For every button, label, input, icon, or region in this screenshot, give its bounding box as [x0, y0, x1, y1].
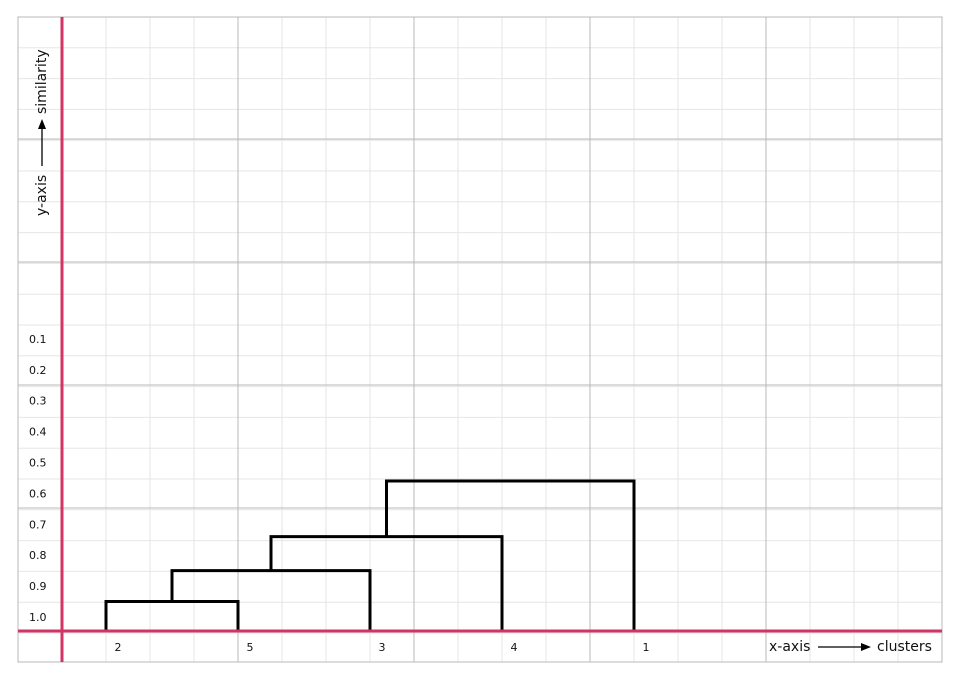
- y-axis-title-group: y-axis similarity: [34, 49, 50, 216]
- x-tick-label: 4: [511, 641, 518, 654]
- major-grid: [18, 17, 942, 662]
- x-axis-title: x-axis: [769, 639, 810, 655]
- dendrogram-links: [104, 479, 636, 631]
- x-axis-title-group: x-axis clusters: [769, 639, 932, 655]
- dendrogram-link: [385, 479, 636, 631]
- y-tick-label: 0.4: [29, 426, 47, 439]
- x-tick-labels: 2 5 3 4 1: [115, 641, 650, 654]
- x-tick-label: 1: [643, 641, 650, 654]
- x-tick-label: 2: [115, 641, 122, 654]
- x-axis-target-label: clusters: [877, 639, 932, 655]
- y-axis-target-label: similarity: [34, 49, 50, 114]
- x-tick-label: 5: [247, 641, 254, 654]
- y-tick-label: 0.3: [29, 395, 47, 408]
- y-tick-label: 0.9: [29, 580, 47, 593]
- y-tick-labels: 0.1 0.2 0.3 0.4 0.5 0.6 0.7 0.8 0.9 1.0: [29, 333, 47, 624]
- plot-frame: [17, 16, 943, 663]
- y-tick-label: 1.0: [29, 611, 47, 624]
- y-tick-label: 0.2: [29, 364, 47, 377]
- dendrogram-link: [104, 600, 240, 631]
- x-axis-arrowhead-icon: [861, 643, 871, 651]
- y-tick-label: 0.1: [29, 333, 47, 346]
- y-axis-title: y-axis: [34, 175, 50, 216]
- y-tick-label: 0.6: [29, 487, 47, 500]
- y-tick-label: 0.5: [29, 457, 47, 470]
- y-axis-arrowhead-icon: [38, 119, 46, 129]
- y-tick-label: 0.8: [29, 549, 47, 562]
- dendrogram-link: [269, 535, 504, 631]
- y-tick-label: 0.7: [29, 518, 47, 531]
- minor-grid: [18, 17, 942, 662]
- x-tick-label: 3: [379, 641, 386, 654]
